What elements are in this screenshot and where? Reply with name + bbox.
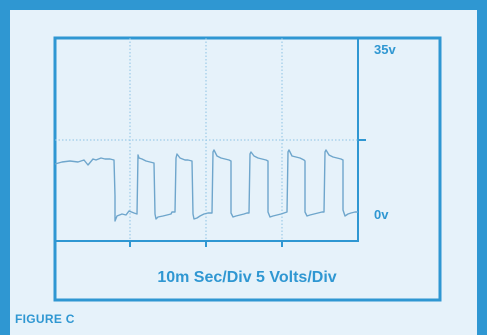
y-top-label: 35v — [374, 42, 396, 57]
scale-label: 10m Sec/Div 5 Volts/Div — [157, 269, 336, 286]
y-zero-label: 0v — [374, 207, 389, 222]
scope-screen-border — [53, 36, 442, 302]
figure-caption: FIGURE C — [15, 312, 75, 326]
waveform-trace — [54, 149, 358, 222]
